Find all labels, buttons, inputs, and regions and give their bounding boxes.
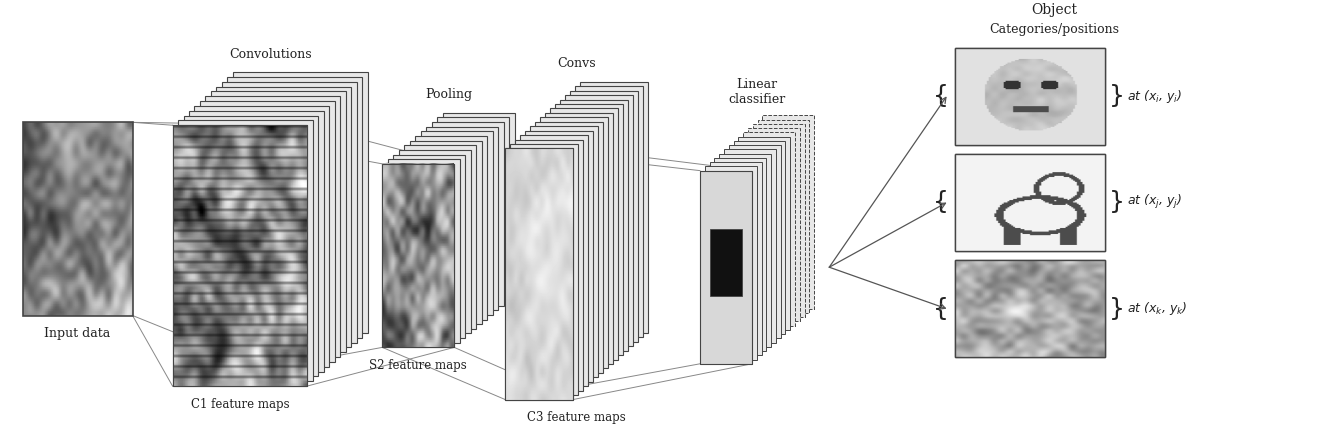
Bar (701, 171, 751, 364)
Bar (955, 154, 1104, 251)
Bar (955, 48, 1104, 144)
Bar (710, 229, 742, 296)
Text: Pooling: Pooling (425, 88, 472, 101)
Text: }: } (1108, 297, 1124, 321)
Text: }: } (1108, 190, 1124, 215)
Bar (201, 101, 334, 362)
Bar (404, 145, 476, 329)
Bar (505, 148, 574, 400)
Bar (432, 122, 504, 305)
Bar (217, 86, 352, 347)
Bar (416, 136, 487, 320)
Bar (743, 132, 796, 325)
Text: at ($x_k$, $y_k$): at ($x_k$, $y_k$) (1127, 300, 1187, 317)
Bar (575, 86, 643, 337)
Bar (222, 82, 357, 343)
Bar (382, 164, 455, 347)
Text: C3 feature maps: C3 feature maps (527, 411, 626, 424)
Bar (723, 150, 775, 343)
Bar (540, 117, 608, 368)
Text: }: } (1108, 84, 1124, 108)
Bar (955, 260, 1104, 357)
Bar (705, 167, 757, 360)
Text: {: { (933, 190, 949, 215)
Bar (753, 124, 805, 317)
Bar (505, 148, 574, 400)
Bar (762, 115, 814, 308)
Bar (189, 111, 324, 371)
Bar (227, 77, 362, 338)
Bar (525, 131, 594, 382)
Bar (211, 92, 346, 352)
Text: at ($x_j$, $y_j$): at ($x_j$, $y_j$) (1127, 193, 1182, 211)
Bar (566, 95, 632, 346)
Text: {: { (933, 297, 949, 321)
Bar (955, 48, 1104, 144)
Bar (427, 127, 499, 310)
Bar (178, 121, 313, 381)
Bar (437, 118, 509, 301)
Bar (520, 135, 588, 386)
Bar (511, 144, 578, 395)
Text: Input data: Input data (44, 327, 111, 340)
Bar (388, 159, 460, 343)
Bar (233, 72, 368, 333)
Bar (515, 140, 583, 391)
Bar (729, 145, 781, 338)
Text: Object: Object (1032, 3, 1078, 17)
Bar (183, 115, 318, 376)
Bar (710, 162, 762, 355)
Bar (172, 125, 308, 386)
Bar (535, 122, 603, 373)
Text: Linear
classifier: Linear classifier (729, 78, 786, 106)
Text: {: { (933, 84, 949, 108)
Bar (955, 154, 1104, 251)
Bar (734, 141, 785, 334)
Bar (443, 113, 515, 296)
Text: F4 maps: F4 maps (762, 284, 813, 297)
Bar (701, 171, 751, 364)
Bar (714, 158, 766, 351)
Text: C1 feature maps: C1 feature maps (191, 397, 289, 411)
Bar (550, 109, 618, 360)
Bar (545, 113, 614, 364)
Bar (409, 141, 481, 324)
Bar (560, 100, 628, 351)
Bar (23, 122, 132, 316)
Bar (758, 120, 809, 313)
Bar (580, 82, 648, 333)
Bar (206, 96, 341, 357)
Text: Categories/positions: Categories/positions (989, 23, 1119, 36)
Bar (570, 91, 638, 342)
Text: S2 feature maps: S2 feature maps (369, 359, 467, 372)
Bar (738, 137, 790, 330)
Bar (421, 131, 492, 315)
Text: Convs: Convs (558, 57, 596, 70)
Bar (747, 128, 800, 321)
Text: at ($x_i$, $y_i$): at ($x_i$, $y_i$) (1127, 88, 1182, 105)
Bar (398, 150, 471, 334)
Bar (719, 154, 771, 347)
Bar (382, 164, 455, 347)
Text: Convolutions: Convolutions (229, 48, 312, 60)
Bar (555, 104, 623, 355)
Bar (172, 125, 308, 386)
Bar (393, 155, 465, 338)
Bar (194, 106, 329, 367)
Bar (531, 126, 598, 377)
Bar (955, 260, 1104, 357)
